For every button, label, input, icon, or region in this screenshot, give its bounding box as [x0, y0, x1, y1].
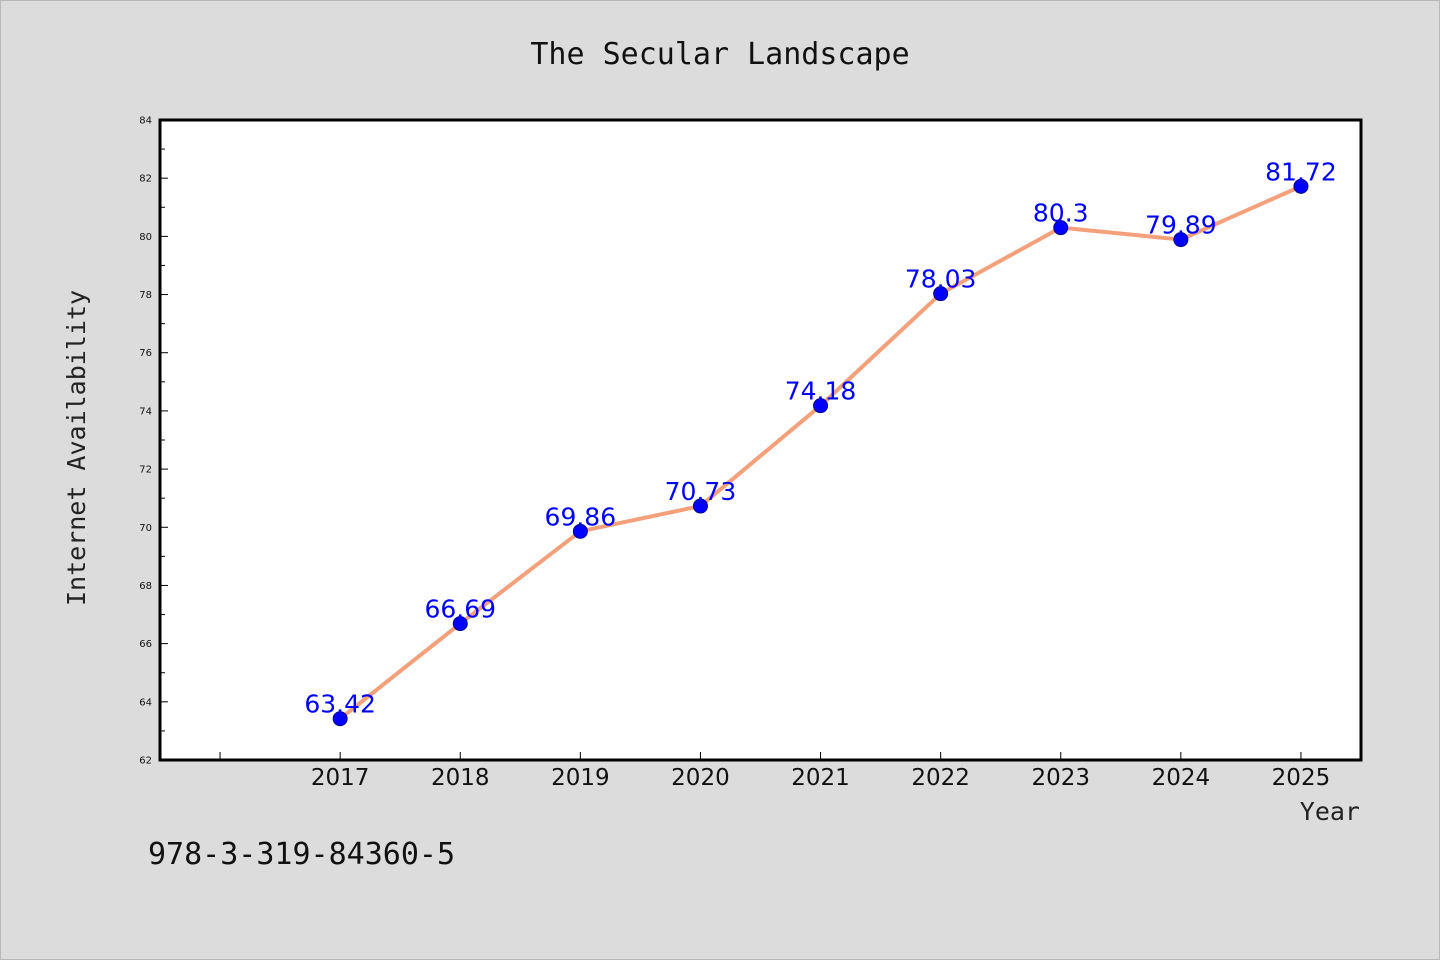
data-label: 70.73	[665, 477, 737, 506]
y-tick-label: 78	[139, 290, 152, 301]
data-label: 81.72	[1265, 157, 1337, 186]
x-tick-label: 2019	[551, 765, 610, 791]
y-tick-label: 62	[139, 756, 152, 767]
x-tick-label: 2020	[671, 765, 730, 791]
data-point	[692, 498, 708, 514]
series-markers	[332, 178, 1309, 727]
x-tick-label: 2021	[791, 765, 850, 791]
y-tick-label: 74	[139, 406, 152, 417]
chart-title: The Secular Landscape	[530, 37, 909, 72]
data-label: 63.42	[304, 690, 376, 719]
y-tick-label: 76	[139, 348, 152, 359]
data-label: 66.69	[424, 595, 496, 624]
y-tick-label: 84	[139, 116, 152, 127]
x-tick-label: 2022	[911, 765, 970, 791]
isbn-annotation: 978-3-319-84360-5	[148, 837, 455, 872]
x-tick-label: 2017	[311, 765, 370, 791]
y-tick-label: 82	[139, 174, 152, 185]
x-tick-label: 2018	[431, 765, 490, 791]
data-point	[332, 711, 348, 727]
y-axis: 62 64 66 68 70 72 74 76 78 80 82 84	[139, 116, 168, 767]
data-label: 74.18	[785, 377, 857, 406]
x-tick-label: 2023	[1031, 765, 1090, 791]
data-point	[452, 616, 468, 632]
data-label: 78.03	[905, 265, 977, 294]
y-tick-label: 72	[139, 465, 152, 476]
y-tick-label: 68	[139, 581, 152, 592]
data-point	[1053, 220, 1069, 236]
data-label: 79.89	[1145, 211, 1217, 240]
data-label: 69.86	[545, 502, 617, 531]
x-tick-label: 2024	[1152, 765, 1211, 791]
x-axis: 2017 2018 2019 2020 2021 2022 2023 2024 2025	[219, 752, 1331, 791]
data-point	[933, 286, 949, 302]
y-tick-label: 80	[139, 232, 152, 243]
data-label: 80.3	[1033, 199, 1089, 228]
data-point	[572, 523, 588, 539]
x-tick-label: 2025	[1272, 765, 1331, 791]
data-labels: 63.42 66.69 69.86 70.73 74.18 78.03 80.3 79.89 8…	[304, 157, 1336, 718]
plot-frame	[158, 118, 1363, 762]
data-point	[1293, 178, 1309, 194]
y-tick-label: 66	[139, 639, 152, 650]
y-tick-label: 64	[139, 697, 152, 708]
x-axis-title: Year	[1300, 797, 1360, 826]
data-point	[1173, 232, 1189, 248]
plot-area	[160, 120, 1361, 760]
y-tick-label: 70	[139, 523, 152, 534]
y-axis-title: Internet Availability	[62, 290, 91, 606]
data-point	[813, 398, 829, 414]
